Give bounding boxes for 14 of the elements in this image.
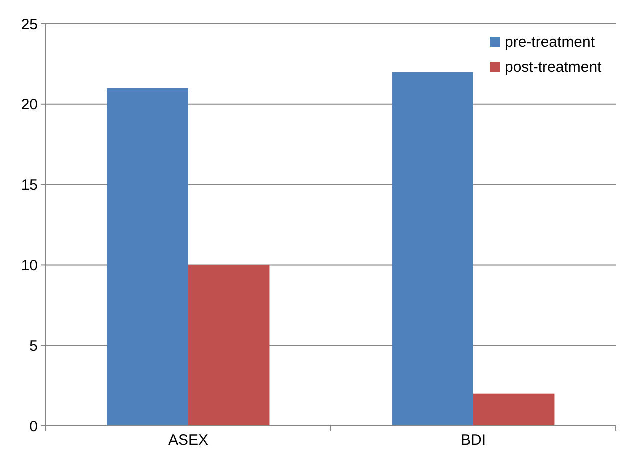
bar: [474, 394, 555, 426]
x-tick-label: ASEX: [168, 432, 209, 449]
y-tick-label: 10: [21, 257, 38, 274]
x-tick-label: BDI: [460, 432, 486, 449]
y-tick-label: 5: [30, 338, 38, 355]
bar: [107, 88, 188, 426]
y-tick-label: 20: [21, 96, 38, 114]
y-tick-label: 15: [21, 177, 38, 194]
bar: [188, 265, 270, 426]
y-tick-label: 25: [21, 16, 38, 34]
y-tick-label: 0: [30, 418, 38, 436]
legend-label: post-treatment: [505, 59, 603, 76]
bar: [392, 72, 474, 426]
legend-label: pre-treatment: [505, 34, 596, 51]
